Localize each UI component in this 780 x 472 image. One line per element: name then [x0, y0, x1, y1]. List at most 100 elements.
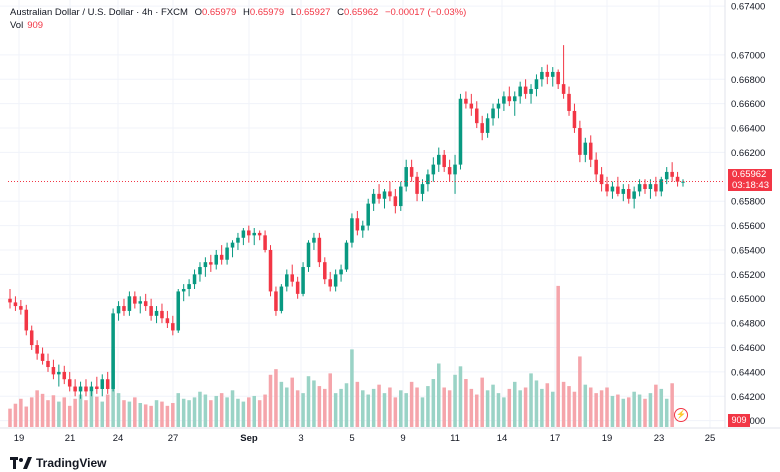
candle-body	[382, 191, 387, 199]
volume-label[interactable]: Vol	[10, 20, 24, 31]
volume-bar	[355, 381, 360, 427]
volume-bar	[116, 393, 121, 427]
volume-bar	[84, 400, 88, 427]
candle-body	[442, 154, 446, 168]
candle-body	[545, 71, 550, 77]
candle-body	[35, 345, 39, 354]
candle-body	[599, 174, 604, 185]
symbol-title[interactable]: Australian Dollar / U.S. Dollar · 4h · F…	[10, 7, 188, 18]
volume-bar	[512, 381, 517, 427]
candle-body	[306, 242, 311, 268]
candle-body	[605, 184, 609, 192]
volume-bar	[263, 394, 267, 427]
volume-bar	[230, 390, 235, 427]
candle-body	[198, 267, 202, 275]
volume-bar	[78, 394, 83, 427]
volume-bar	[534, 380, 539, 427]
volume-bar	[437, 363, 441, 427]
bar-countdown: 03:18:43	[732, 180, 769, 191]
candle-body	[312, 237, 316, 243]
candle-body	[219, 254, 224, 260]
time-tick-label: 27	[168, 433, 179, 444]
candle-body	[181, 288, 186, 292]
time-tick-label: Sep	[240, 433, 258, 444]
volume-bar	[279, 381, 284, 427]
volume-bar	[160, 401, 164, 427]
candle-body	[496, 103, 501, 109]
price-axis[interactable]: 0.67400 0.67000 0.66800 0.66600 0.66400 0.662…	[731, 2, 765, 428]
volume-bar	[420, 397, 425, 427]
candle-body	[122, 306, 126, 311]
candle-body	[420, 184, 425, 194]
volume-bar	[583, 384, 588, 427]
price-tick-label: 0.66800	[731, 75, 765, 86]
candle-body	[643, 184, 647, 190]
volume-bar	[382, 393, 387, 427]
volume-bar	[19, 398, 23, 427]
candle-body	[675, 176, 680, 182]
volume-badge: 909	[728, 414, 750, 427]
volume-bar	[637, 394, 642, 427]
volume-bar	[181, 398, 186, 427]
tradingview-logo[interactable]: TradingView	[10, 456, 106, 470]
candle-body	[301, 267, 305, 294]
candle-body	[437, 154, 441, 165]
volume-bar	[469, 388, 474, 427]
volume-bar	[214, 395, 219, 427]
time-tick-label: 19	[602, 433, 613, 444]
volume-bar	[371, 388, 376, 427]
volume-bar	[274, 369, 278, 427]
candle-body	[236, 237, 240, 243]
candle-body	[143, 301, 148, 307]
close-value: 0.65962	[343, 7, 379, 18]
volume-bar	[594, 393, 598, 427]
low-value: 0.65927	[296, 7, 331, 18]
candle-body	[279, 286, 284, 311]
volume-bar	[143, 404, 148, 427]
time-axis[interactable]: 19 21 24 27 Sep 3 5 9 11 14 17 19 23 25	[14, 433, 716, 444]
candle-body	[464, 98, 468, 104]
candle-body	[632, 191, 636, 199]
volume-bar	[51, 395, 56, 427]
candle-body	[323, 262, 327, 280]
candle-body	[339, 269, 343, 275]
candle-body	[89, 386, 94, 392]
candle-body	[268, 249, 273, 292]
candle-body	[404, 167, 408, 187]
volume-bar	[474, 394, 479, 427]
volume-bar	[480, 377, 484, 427]
volume-bar	[225, 397, 229, 427]
candle-body	[415, 176, 419, 194]
candle-body	[664, 171, 669, 180]
candle-body	[578, 128, 582, 155]
candle-body	[648, 184, 653, 190]
candle-body	[409, 167, 414, 177]
candle-body	[447, 167, 452, 175]
time-tick-label: 25	[705, 433, 716, 444]
price-tick-label: 0.65200	[731, 270, 765, 281]
candle-body	[469, 103, 474, 109]
volume-bar	[62, 397, 67, 427]
volume-bar	[550, 391, 555, 427]
high-value: 0.65979	[249, 7, 285, 18]
lightning-icon[interactable]: ⚡	[674, 408, 688, 422]
candle-body	[192, 274, 197, 285]
volume-bar	[89, 391, 94, 427]
volume-bar	[122, 400, 126, 427]
volume-bar	[323, 388, 327, 427]
candle-body	[95, 386, 99, 389]
volume-bar	[192, 397, 197, 427]
candle-body	[610, 186, 615, 192]
candle-body	[453, 164, 457, 175]
volume-bar	[333, 393, 338, 427]
candle-body	[344, 242, 349, 270]
volume-legend: Vol 909	[10, 20, 43, 31]
candle-body	[46, 360, 50, 368]
volume-bar	[344, 383, 349, 427]
candle-body	[138, 301, 143, 304]
candle-body	[366, 203, 370, 226]
volume-bar	[100, 401, 105, 427]
time-tick-label: 14	[497, 433, 508, 444]
volume-bar	[317, 386, 322, 427]
